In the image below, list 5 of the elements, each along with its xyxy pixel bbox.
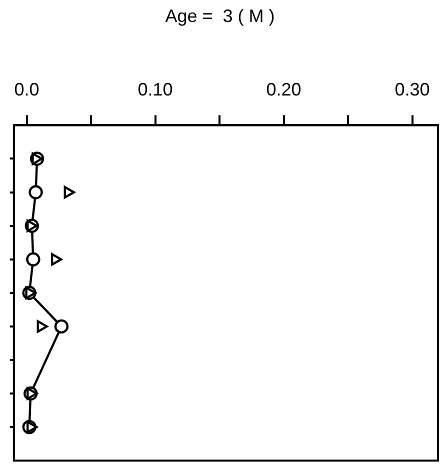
x-tick-label: 0.10 <box>138 79 173 100</box>
chart-title: Age = 3 ( M ) <box>165 6 275 26</box>
x-tick-label: 0.0 <box>14 79 40 100</box>
x-tick-label: 0.20 <box>266 79 302 100</box>
x-tick-label: 0.30 <box>394 79 430 100</box>
